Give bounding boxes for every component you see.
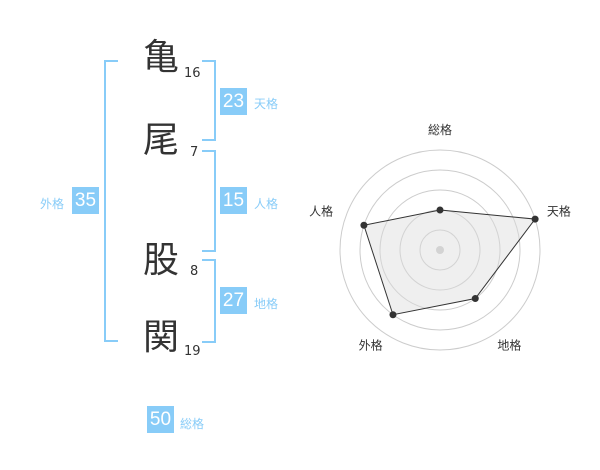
name-char-1: 亀: [143, 37, 180, 78]
name-char-4: 関: [143, 317, 180, 358]
tenkaku-value: 23: [220, 88, 247, 115]
radar-point: [436, 206, 444, 214]
chikaku-bracket: [202, 259, 216, 343]
soukaku-value: 50: [147, 406, 174, 433]
gaikaku-bracket: [104, 60, 118, 342]
radar-axis-label: 総格: [428, 122, 452, 137]
radar-axis-label: 外格: [359, 337, 383, 352]
chikaku-value: 27: [220, 287, 247, 314]
gaikaku-label: 外格: [40, 197, 65, 211]
stroke-count-4: 19: [184, 344, 201, 359]
radar-ring: [379, 189, 501, 311]
radar-ring: [339, 149, 541, 351]
tenkaku-label: 天格: [254, 97, 279, 111]
jinkaku-bracket: [202, 150, 216, 252]
jinkaku-label: 人格: [254, 197, 279, 211]
radar-area: [363, 209, 537, 316]
name-char-2: 尾: [143, 120, 180, 161]
radar-point: [531, 215, 539, 223]
stroke-count-2: 7: [190, 145, 199, 160]
radar-point: [389, 311, 397, 319]
radar-center: [436, 246, 444, 254]
radar-ring: [359, 169, 521, 331]
radar-ring: [419, 229, 461, 271]
radar-axis-label: 人格: [309, 203, 333, 218]
jinkaku-value: 15: [220, 187, 247, 214]
soukaku-label: 総格: [180, 417, 205, 431]
gaikaku-value: 35: [72, 187, 99, 214]
radar-axis-label: 天格: [547, 203, 571, 218]
name-char-3: 股: [143, 240, 180, 281]
radar-point: [471, 295, 479, 303]
stroke-count-1: 16: [184, 66, 201, 81]
tenkaku-bracket: [202, 60, 216, 141]
radar-point: [360, 221, 368, 229]
stroke-count-3: 8: [190, 264, 199, 279]
radar-axis-label: 地格: [497, 337, 521, 352]
chikaku-label: 地格: [254, 297, 279, 311]
